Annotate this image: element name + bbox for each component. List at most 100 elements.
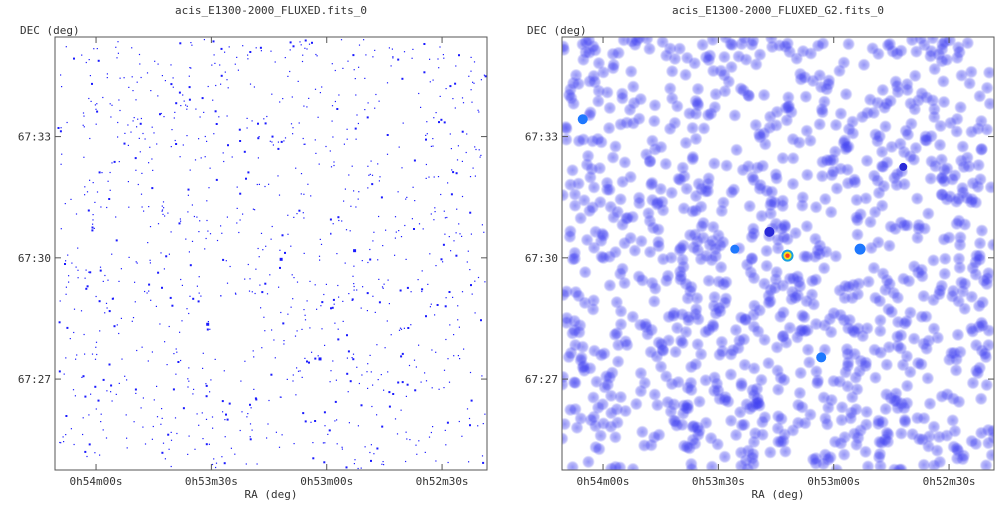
photon-point	[225, 260, 227, 262]
photon-point	[304, 319, 307, 321]
photon-point	[405, 460, 407, 463]
photon-point	[63, 441, 65, 443]
photon-point	[301, 328, 303, 330]
photon-point	[116, 57, 118, 59]
smoothed-blob	[714, 260, 728, 274]
photon-point	[320, 243, 323, 245]
smoothed-blob	[809, 200, 823, 214]
photon-point	[351, 165, 353, 167]
smoothed-blob	[911, 231, 924, 245]
photon-point	[348, 293, 350, 295]
smoothed-blob	[748, 426, 762, 440]
smoothed-blob	[850, 193, 864, 207]
smoothed-blob	[756, 159, 770, 173]
photon-point	[348, 422, 350, 424]
photon-point	[382, 461, 384, 463]
smoothed-blob	[816, 37, 830, 50]
photon-point	[91, 353, 94, 355]
photon-point	[461, 130, 464, 133]
photon-point	[183, 100, 185, 102]
photon-point	[300, 173, 303, 175]
photon-point	[341, 220, 343, 222]
photon-point	[247, 413, 249, 415]
x-tick-label: 0h52m30s	[416, 475, 469, 488]
smoothed-blob	[838, 279, 852, 293]
smoothed-blob	[671, 375, 685, 389]
photon-point	[260, 50, 262, 52]
photon-point	[194, 159, 197, 161]
photon-point	[182, 94, 184, 96]
photon-point	[248, 290, 251, 292]
photon-point	[282, 322, 285, 325]
smoothed-blob	[926, 37, 940, 45]
photon-point	[136, 81, 138, 83]
smoothed-blob	[659, 157, 673, 171]
photon-point	[189, 295, 191, 297]
photon-point	[411, 57, 413, 59]
photon-point	[206, 322, 210, 326]
photon-point	[189, 67, 191, 69]
photon-point	[150, 299, 152, 301]
photon-point	[317, 355, 319, 357]
photon-point	[215, 466, 217, 469]
smoothed-blob	[813, 117, 827, 131]
photon-point	[330, 370, 332, 372]
smoothed-blob	[686, 152, 700, 166]
photon-point	[90, 393, 92, 395]
photon-point	[304, 420, 307, 423]
x-tick-label: 0h53m30s	[185, 475, 238, 488]
photon-point	[134, 281, 136, 283]
photon-point	[293, 277, 295, 279]
smoothed-blob	[935, 172, 949, 186]
photon-point	[249, 438, 252, 441]
photon-point	[249, 51, 252, 53]
photon-point	[383, 464, 385, 466]
x-tick-label: 0h54m00s	[70, 475, 123, 488]
photon-point	[105, 302, 108, 304]
smoothed-blob	[662, 333, 676, 347]
photon-point	[157, 223, 160, 225]
photon-point	[432, 145, 434, 147]
photon-point	[318, 255, 321, 257]
photon-point	[84, 395, 87, 398]
photon-point	[370, 371, 372, 373]
photon-point	[350, 205, 352, 207]
photon-point	[60, 163, 62, 165]
photon-point	[383, 389, 385, 391]
smoothed-blob	[850, 382, 864, 396]
photon-point	[448, 236, 450, 238]
photon-point	[65, 293, 67, 295]
photon-point	[440, 118, 443, 121]
photon-point	[430, 431, 432, 434]
photon-point	[147, 242, 149, 244]
photon-point	[335, 379, 337, 381]
smoothed-blob	[835, 400, 849, 414]
photon-point	[355, 138, 357, 140]
photon-point	[415, 366, 417, 368]
photon-point	[133, 421, 135, 423]
smoothed-blob	[955, 69, 969, 82]
smoothed-blob	[915, 269, 929, 283]
photon-point	[126, 379, 128, 381]
smoothed-blob	[619, 404, 633, 418]
photon-point	[323, 293, 325, 296]
photon-point	[474, 280, 476, 282]
photon-point	[477, 276, 480, 279]
photon-point	[403, 327, 405, 329]
photon-point	[471, 101, 473, 103]
photon-point	[92, 214, 94, 216]
smoothed-blob	[771, 383, 785, 397]
photon-point	[206, 328, 209, 331]
photon-point	[368, 174, 370, 176]
photon-point	[292, 127, 294, 129]
photon-point	[236, 56, 238, 58]
smoothed-blob	[817, 457, 830, 470]
photon-point	[223, 160, 225, 163]
photon-point	[271, 141, 273, 143]
smoothed-blob	[744, 265, 758, 279]
photon-point	[371, 174, 374, 176]
photon-point	[316, 308, 318, 310]
photon-point	[61, 153, 63, 155]
photon-point	[371, 405, 373, 408]
photon-point	[334, 420, 336, 422]
